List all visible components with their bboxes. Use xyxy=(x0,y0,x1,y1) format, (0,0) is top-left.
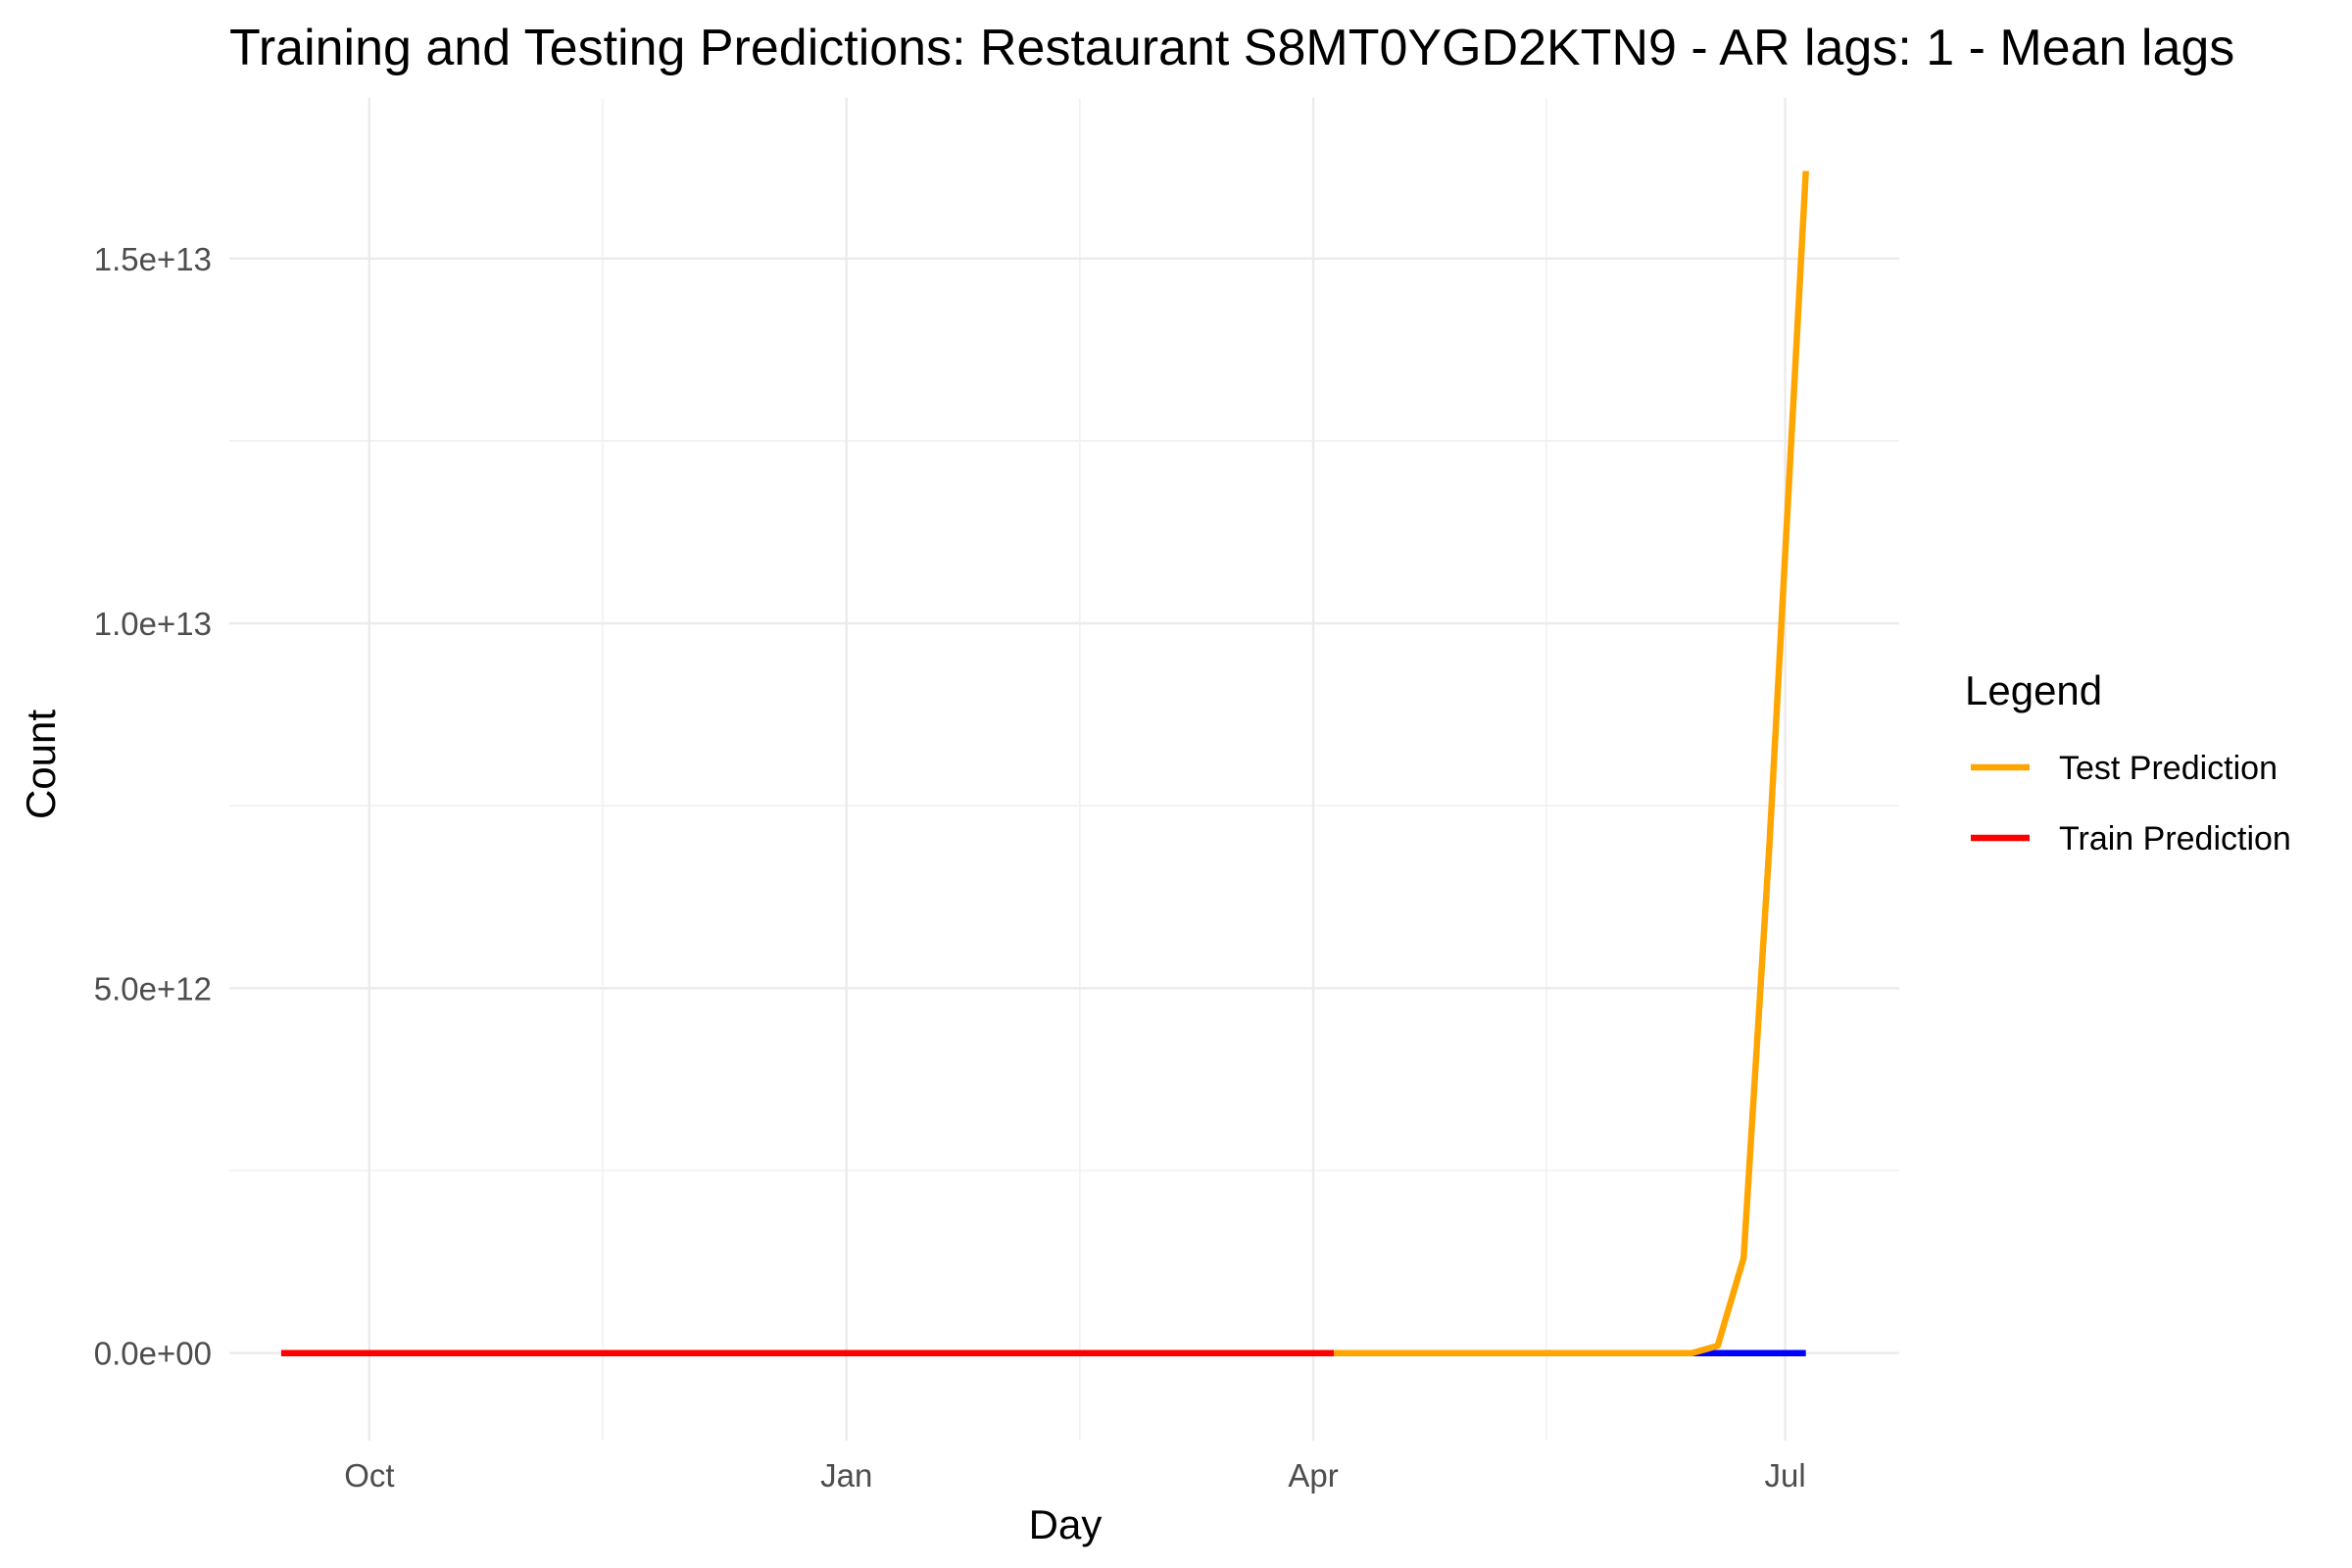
legend: Legend Test Prediction Train Prediction xyxy=(1965,667,2291,858)
x-tick-label: Jan xyxy=(820,1457,872,1494)
y-tick-label: 1.5e+13 xyxy=(94,241,212,277)
plot-series xyxy=(280,171,1809,1356)
y-axis-title: Count xyxy=(18,710,64,819)
x-tick-labels: Oct Jan Apr Jul xyxy=(344,1457,1805,1494)
legend-label-train-prediction: Train Prediction xyxy=(2059,820,2291,858)
x-tick-label: Apr xyxy=(1288,1457,1338,1494)
x-axis-title: Day xyxy=(1029,1501,1102,1547)
y-tick-labels: 0.0e+00 5.0e+12 1.0e+13 1.5e+13 xyxy=(94,241,212,1372)
x-tick-label: Jul xyxy=(1764,1457,1805,1494)
chart-title: Training and Testing Predictions: Restau… xyxy=(229,20,2234,76)
legend-label-test-prediction: Test Prediction xyxy=(2059,750,2278,787)
x-tick-label: Oct xyxy=(344,1457,394,1494)
legend-title: Legend xyxy=(1965,667,2102,713)
legend-entries: Test Prediction Train Prediction xyxy=(1971,750,2291,858)
y-tick-label: 1.0e+13 xyxy=(94,606,212,642)
test-prediction-line xyxy=(1334,171,1809,1356)
y-tick-label: 0.0e+00 xyxy=(94,1336,212,1372)
grid xyxy=(229,98,1899,1441)
y-tick-label: 5.0e+12 xyxy=(94,970,212,1006)
